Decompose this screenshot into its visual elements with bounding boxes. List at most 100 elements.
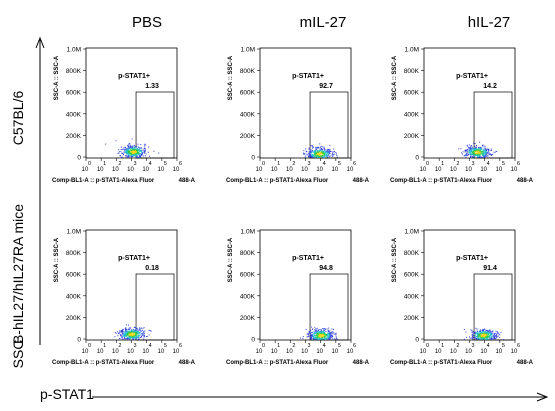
scatter-point: [125, 331, 127, 333]
scatter-point: [132, 152, 134, 154]
scatter-point: [141, 150, 142, 152]
scatter-point: [475, 150, 477, 152]
scatter-point: [313, 154, 315, 156]
scatter-point: [478, 332, 480, 334]
scatter-panel-4: 0200K400K600K800K1.0M0101102103104105106…: [226, 229, 370, 367]
scatter-point: [327, 338, 329, 340]
scatter-point: [328, 152, 329, 154]
scatter-point: [138, 333, 140, 335]
x-tick-base: 10: [256, 349, 263, 355]
scatter-point: [142, 332, 144, 334]
scatter-point: [473, 149, 475, 151]
scatter-point: [476, 333, 478, 335]
scatter-point: [490, 154, 492, 156]
scatter-point: [133, 144, 135, 146]
scatter-point: [318, 156, 320, 157]
scatter-point: [132, 334, 134, 336]
scatter-point: [126, 335, 128, 337]
scatter-point: [470, 146, 472, 148]
scatter-point: [130, 337, 132, 339]
scatter-point: [126, 331, 128, 333]
scatter-point: [472, 151, 474, 153]
scatter-point: [327, 152, 329, 154]
scatter-point: [134, 149, 135, 151]
scatter-point: [143, 333, 145, 334]
scatter-point: [469, 152, 471, 154]
gate-label: p-STAT1+: [292, 255, 324, 262]
scatter-point: [463, 329, 465, 330]
scatter-point: [336, 155, 338, 157]
scatter-point: [135, 329, 137, 330]
scatter-point: [123, 153, 124, 155]
scatter-point: [486, 331, 488, 333]
scatter-point: [136, 336, 138, 337]
scatter-point: [317, 157, 318, 158]
y-tick-label: 600K: [66, 90, 82, 97]
scatter-point: [460, 148, 462, 150]
scatter-point: [124, 152, 126, 154]
scatter-point: [323, 154, 325, 156]
scatter-point: [317, 331, 319, 332]
scatter-point: [140, 153, 142, 155]
scatter-point: [117, 335, 119, 337]
scatter-point: [305, 155, 307, 157]
scatter-point: [479, 337, 481, 339]
scatter-point: [319, 336, 321, 338]
scatter-point: [467, 149, 468, 151]
panel-xlabel: Comp-BL1-A :: p-STAT1-Alexa Fluor: [226, 178, 329, 184]
scatter-point: [128, 335, 130, 337]
scatter-point: [478, 334, 480, 336]
scatter-point: [126, 331, 128, 333]
scatter-point: [481, 337, 483, 339]
scatter-point: [485, 332, 486, 334]
scatter-point: [136, 336, 138, 338]
scatter-point: [123, 331, 125, 333]
scatter-point: [333, 150, 335, 152]
x-tick-exponent: 4: [323, 161, 326, 167]
scatter-point: [471, 154, 473, 156]
scatter-point: [126, 324, 128, 326]
scatter-point: [472, 336, 473, 338]
scatter-point: [324, 152, 326, 154]
scatter-point: [139, 150, 141, 152]
gate-label: p-STAT1+: [292, 73, 324, 80]
y-tick-label: 200K: [240, 133, 256, 140]
y-tick-label: 1.0M: [241, 229, 255, 236]
scatter-point: [315, 151, 317, 153]
x-tick-exponent: 4: [487, 161, 490, 167]
scatter-point: [492, 153, 494, 155]
scatter-point: [142, 333, 144, 335]
scatter-point: [476, 154, 478, 156]
x-tick-exponent: 1: [441, 161, 444, 167]
scatter-point: [497, 335, 499, 337]
scatter-point: [139, 148, 140, 150]
scatter-point: [488, 152, 490, 154]
y-tick-label: 0: [77, 155, 81, 162]
scatter-point: [479, 155, 481, 156]
scatter-point: [135, 156, 137, 158]
scatter-point: [140, 149, 142, 151]
scatter-point: [318, 331, 320, 333]
scatter-point: [319, 152, 321, 153]
scatter-point: [123, 335, 125, 337]
gate-box: [473, 91, 513, 159]
scatter-point: [484, 329, 486, 331]
scatter-point: [472, 335, 474, 337]
scatter-point: [482, 146, 484, 148]
scatter-point: [136, 334, 138, 336]
left-axis-arrowhead: [35, 36, 45, 49]
scatter-point: [487, 335, 489, 337]
scatter-point: [131, 149, 133, 151]
scatter-point: [128, 324, 130, 326]
panel-xlabel-suffix: 488-A: [179, 360, 196, 366]
scatter-point: [135, 155, 136, 157]
scatter-point: [470, 156, 472, 158]
scatter-point: [316, 153, 318, 155]
scatter-point: [306, 151, 308, 152]
scatter-point: [138, 338, 140, 340]
scatter-point: [482, 333, 484, 334]
scatter-point: [471, 155, 473, 157]
scatter-point: [124, 334, 125, 336]
scatter-point: [130, 154, 132, 155]
x-tick-exponent: 2: [118, 161, 121, 167]
